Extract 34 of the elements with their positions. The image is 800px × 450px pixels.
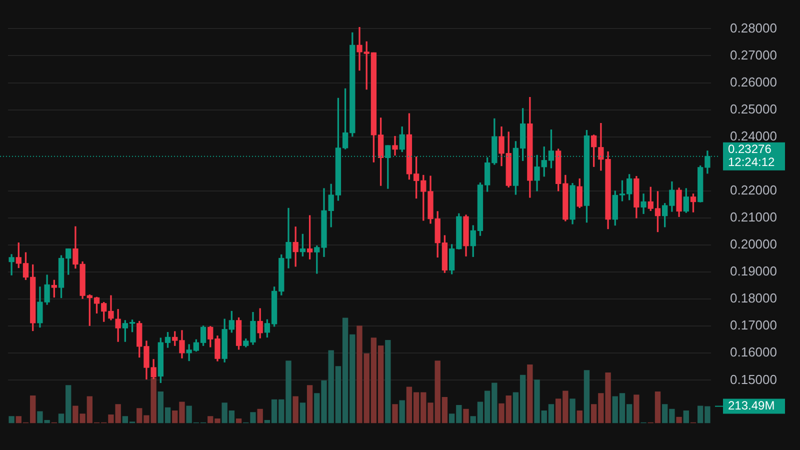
bar	[683, 410, 689, 424]
y-tick-label: 0.22000	[730, 182, 777, 198]
ref-line-label: 0.23276 12:24:12	[728, 142, 776, 170]
bar	[292, 396, 298, 424]
y-tick-label: 0.28000	[730, 20, 777, 36]
y-tick-label: 0.17000	[730, 318, 777, 333]
bar	[399, 400, 405, 424]
bar	[676, 416, 682, 424]
y-tick-label: 0.27000	[730, 47, 777, 62]
y-tick-label: 0.20000	[730, 236, 777, 252]
bar	[300, 402, 306, 424]
bar	[236, 418, 242, 424]
bar	[634, 394, 640, 424]
bar	[385, 340, 391, 424]
bar	[576, 410, 582, 424]
y-tick-label: 0.21000	[730, 210, 777, 225]
bar	[306, 385, 313, 424]
y-tick-label: 0.19000	[730, 264, 777, 279]
y-tick-label: 0.25000	[730, 101, 777, 116]
bar	[257, 408, 263, 424]
bar	[392, 404, 398, 424]
bar	[527, 364, 533, 424]
y-tick-label: 0.16000	[730, 344, 777, 360]
y-tick-label: 0.18000	[730, 290, 777, 306]
y2-tick-label: 213.49M	[728, 398, 775, 413]
bar	[570, 398, 576, 424]
y-tick-label: 0.26000	[730, 74, 777, 90]
bar	[8, 416, 14, 424]
bar	[584, 370, 590, 424]
y-tick-label: 0.15000	[730, 372, 777, 387]
bar	[463, 408, 469, 424]
candlestick	[392, 136, 398, 156]
candlestick	[8, 254, 14, 276]
y-tick-label: 0.24000	[730, 128, 777, 144]
